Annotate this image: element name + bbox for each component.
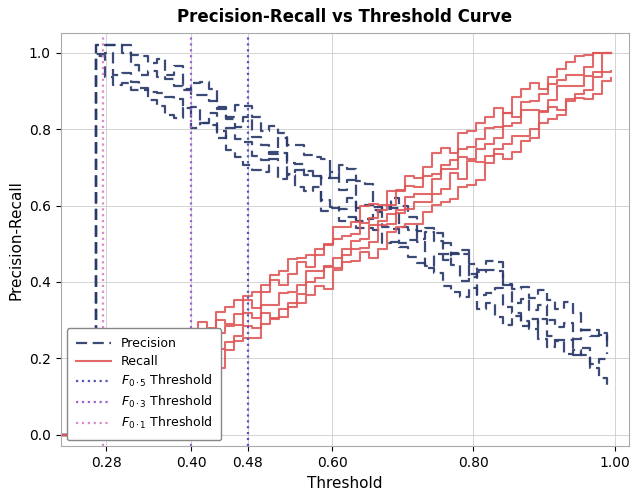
Precision bbox=[309, 173, 317, 179]
Precision bbox=[100, 50, 108, 56]
Recall bbox=[598, 49, 606, 55]
Recall bbox=[436, 176, 444, 182]
Recall bbox=[195, 347, 202, 353]
Title: Precision-Recall vs Threshold Curve: Precision-Recall vs Threshold Curve bbox=[177, 8, 512, 26]
Recall bbox=[607, 49, 615, 55]
Recall bbox=[410, 194, 417, 200]
Precision bbox=[577, 352, 585, 358]
Recall bbox=[123, 402, 131, 408]
Precision bbox=[604, 358, 611, 364]
Y-axis label: Precision-Recall: Precision-Recall bbox=[8, 180, 23, 300]
Precision bbox=[144, 85, 152, 91]
Precision bbox=[57, 432, 65, 438]
Recall bbox=[57, 432, 65, 438]
X-axis label: Threshold: Threshold bbox=[307, 476, 382, 491]
Recall bbox=[572, 83, 579, 89]
Line: Recall: Recall bbox=[61, 52, 611, 435]
Precision bbox=[413, 239, 420, 245]
Recall bbox=[302, 282, 310, 288]
Legend: Precision, Recall, $F_{0\cdot5}$ Threshold, $F_{0\cdot3}$ Threshold, $F_{0\cdot1: Precision, Recall, $F_{0\cdot5}$ Thresho… bbox=[67, 328, 221, 440]
Precision bbox=[213, 110, 221, 116]
Line: Precision: Precision bbox=[61, 53, 607, 435]
Precision bbox=[439, 251, 447, 257]
